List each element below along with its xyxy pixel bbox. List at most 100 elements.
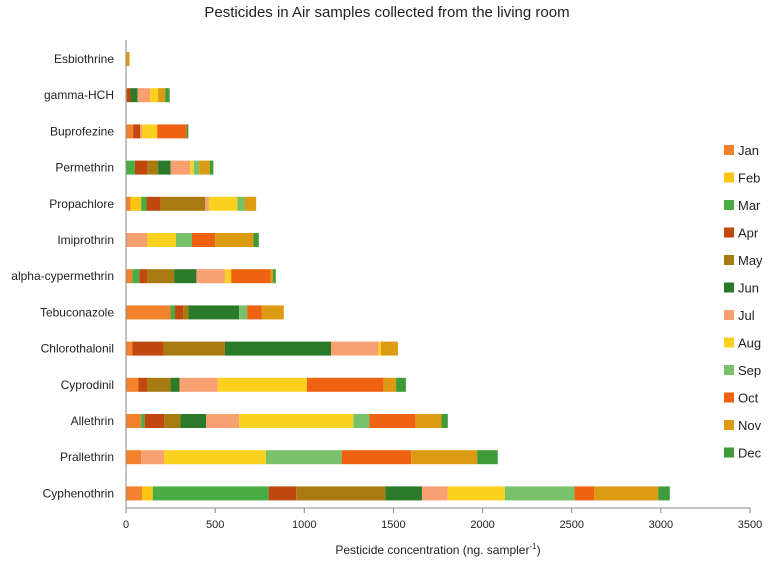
x-tick-label: 3000 [649,519,673,531]
bar-segment-jul [206,414,240,428]
bar-segment-oct [306,377,384,392]
bar-segment-jul [137,88,151,103]
bar-segment-sep [353,414,370,428]
bar-segment-oct [191,233,216,247]
bar-segment-nov [594,486,659,501]
bar-segment-dec [441,414,448,428]
legend-swatch-dec [724,447,734,458]
bar-segment-sep [265,450,342,465]
bar-segment-apr [134,160,148,175]
legend-label-jun: Jun [738,281,759,296]
bar-segment-may [147,160,159,175]
bar-segment-jan [126,377,139,392]
bar-segment-jul [331,341,379,356]
bar-segment-jul [205,196,209,211]
bar-segment-may [147,269,175,284]
category-label: Buprofezine [50,124,114,138]
bar-segment-sep [237,196,245,211]
bar-segment-mar [126,160,135,175]
bar-segment-jan [126,196,131,211]
bar-segment-apr [146,196,161,211]
x-tick-label: 2000 [470,519,494,531]
bar-segment-jun [174,269,197,284]
legend-label-jan: Jan [738,143,759,158]
category-label: Propachlore [49,197,114,211]
bar-segment-aug [142,124,158,139]
bar-segment-nov [411,450,478,465]
bar-segment-jan [126,414,142,428]
bar-segment-jan [126,124,134,139]
bar-segment-aug [224,269,232,284]
bar-segment-may [147,377,171,392]
bar-segment-nov [158,88,166,103]
legend-label-aug: Aug [738,336,761,351]
bar-segment-jun [385,486,422,501]
legend-label-jul: Jul [738,308,755,323]
bar-segment-oct [369,414,416,428]
bar-segment-oct [574,486,594,501]
bar-segment-dec [658,486,670,501]
legend-swatch-may [724,255,734,265]
bar-segment-nov [383,377,397,392]
x-axis-title-superscript: -1 [529,542,537,551]
bar-segment-nov [126,52,130,66]
bar-segment-aug [150,88,159,103]
legend-label-dec: Dec [738,446,762,461]
legend-swatch-sep [724,365,734,375]
bar-segment-nov [380,341,398,356]
x-tick-label: 1500 [381,519,405,531]
bar-segment-oct [341,450,412,465]
x-tick-label: 2500 [559,519,583,531]
category-label: Chlorothalonil [41,342,114,356]
bar-segment-aug [208,196,238,211]
bar-segment-oct [157,124,187,139]
bar-segment-jan [126,341,133,356]
legend-swatch-jan [724,145,734,155]
bar-segment-jul [179,377,218,392]
legend-label-nov: Nov [738,418,762,433]
bar-segment-oct [231,269,271,284]
bar-segment-jul [170,160,191,175]
x-tick-label: 0 [123,519,129,531]
bar-segment-nov [244,196,257,211]
category-label: alpha-cypermethrin [11,269,114,283]
bar-segment-sep [175,233,192,247]
bar-segment-jul [196,269,225,284]
bar-segment-aug [239,414,354,428]
category-label: Prallethrin [60,450,114,464]
legend-swatch-jun [724,282,734,293]
bar-segment-apr [175,305,184,320]
bar-segment-may [160,196,206,211]
bar-segment-mar [141,414,145,428]
x-axis-title-end: ) [537,543,541,557]
x-tick-label: 1000 [292,519,316,531]
legend-label-oct: Oct [738,391,759,406]
bar-segment-jul [421,486,448,501]
bar-segment-dec [165,88,170,103]
bar-segment-apr [132,341,164,356]
category-label: Allethrin [71,414,114,428]
bar-segment-sep [193,160,200,175]
bar-segment-jun [130,88,138,103]
bar-segment-aug [378,341,381,356]
category-label: Cyprodinil [61,378,114,392]
bar-segment-apr [268,486,297,501]
bar-segment-mar [132,269,140,284]
bar-segment-mar [152,486,269,501]
legend-label-may: May [738,253,763,268]
bar-segment-dec [273,269,276,284]
legend-swatch-mar [724,200,734,210]
legend-label-apr: Apr [738,226,759,241]
x-axis-ticks: 0 500 1000 1500 2000 2500 3000 3500 [123,508,762,531]
bar-segment-jan [126,305,171,320]
bar-segment-aug [147,233,176,247]
legend-label-mar: Mar [738,198,761,213]
legend-swatch-aug [724,337,734,348]
bar-segment-nov [199,160,210,175]
bar-segment-apr [133,124,141,139]
bar-segment-mar [141,196,147,211]
legend-swatch-jul [724,310,734,320]
bar-segment-feb [142,486,153,501]
bar-segment-aug [164,450,266,465]
